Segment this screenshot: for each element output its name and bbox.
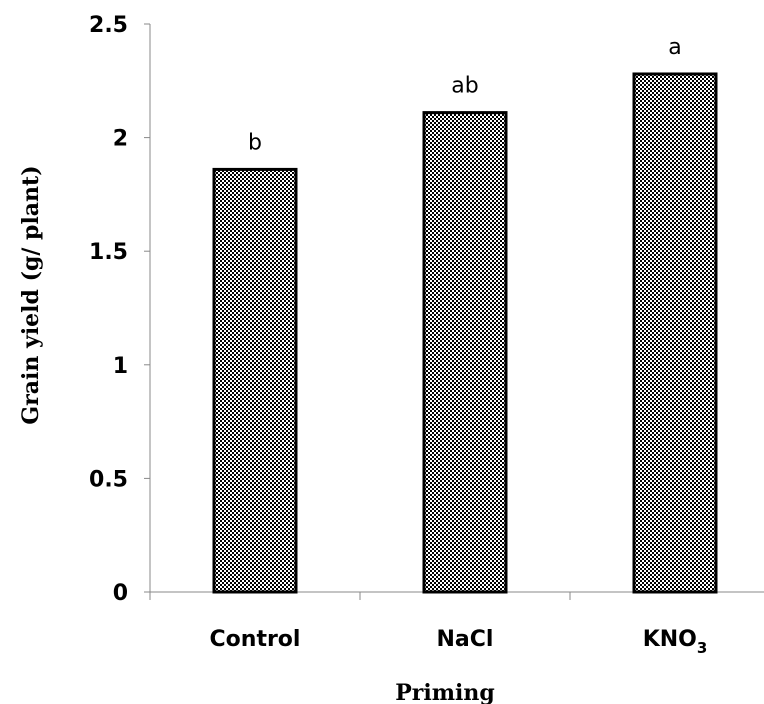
y-ticks-group: 0 0.5 1 1.5 2 2.5: [89, 13, 150, 606]
bar-nacl: [422, 111, 508, 594]
x-category-label: KNO3: [643, 627, 708, 657]
y-tick-label: 0.5: [89, 467, 128, 492]
x-category-label-text: KNO: [643, 627, 697, 652]
y-tick-label: 0: [113, 581, 128, 606]
y-tick-label: 2: [113, 127, 128, 152]
bars-group: [212, 72, 718, 594]
x-category-label-subscript: 3: [697, 639, 707, 657]
x-category-label: NaCl: [437, 627, 494, 652]
bar-control: [212, 167, 298, 594]
x-category-label-text: NaCl: [437, 627, 494, 652]
significance-labels-group: b ab a: [248, 35, 682, 155]
y-tick-label: 1: [113, 354, 128, 379]
y-tick-label: 1.5: [89, 240, 128, 265]
significance-label: b: [248, 130, 262, 155]
y-tick-label: 2.5: [89, 13, 128, 38]
x-category-label: Control: [210, 627, 301, 652]
significance-label: ab: [451, 74, 478, 99]
significance-label: a: [668, 35, 681, 60]
bar-kno3: [632, 72, 718, 594]
y-axis-title: Grain yield (g/ plant): [18, 165, 44, 424]
category-labels-group: Control NaCl KNO3: [210, 627, 708, 657]
x-category-label-text: Control: [210, 627, 301, 652]
x-axis-title: Priming: [395, 680, 495, 704]
